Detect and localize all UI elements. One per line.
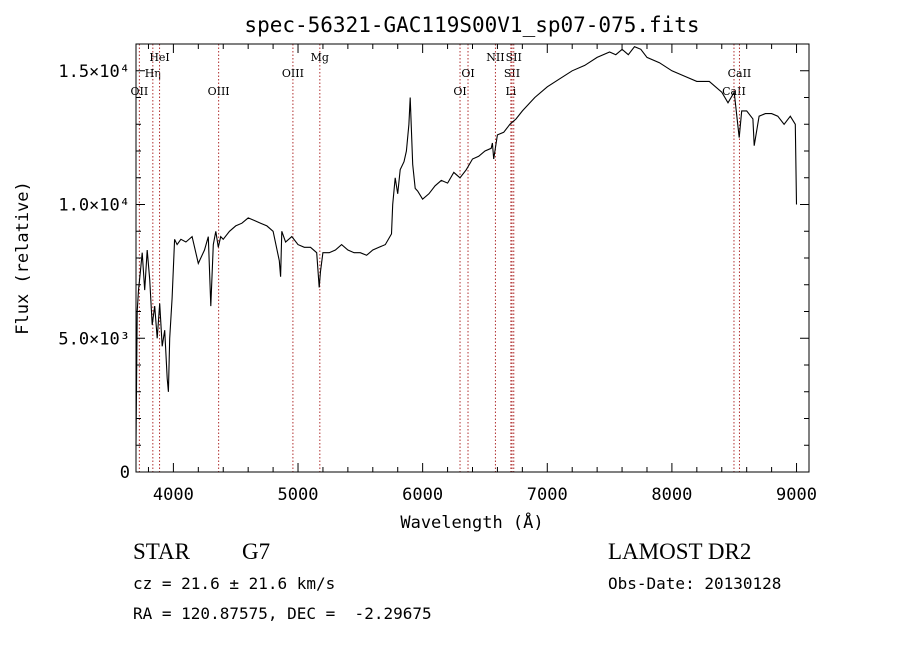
spectral-line-label: OII: [131, 85, 149, 98]
object-subclass: G7: [242, 539, 271, 564]
spectral-line-label: Mg: [311, 51, 329, 64]
plot-frame: [135, 43, 810, 473]
spectral-line-label: OI: [461, 67, 474, 80]
axis-ticks: 4000 5000 6000 7000 8000 9000 0 5.0×10³ 1.0×10⁴ 1…: [58, 44, 817, 505]
survey-name: LAMOST DR2: [608, 539, 752, 564]
spectral-line-label: OI: [453, 85, 466, 98]
object-class: STAR: [133, 539, 190, 564]
spectral-line-label: HeI: [149, 51, 169, 64]
spectral-line-label: SII: [506, 51, 522, 64]
x-tick-label: 8000: [651, 485, 692, 505]
ra-dec: RA = 120.87575, DEC = -2.29675: [133, 604, 432, 623]
spectral-line-label: OIII: [282, 67, 304, 80]
spectral-line-label: Hη: [145, 67, 161, 80]
y-tick-label: 1.5×10⁴: [58, 62, 130, 82]
spectral-line-label: Li: [505, 85, 516, 98]
observation-date: Obs-Date: 20130128: [608, 574, 782, 593]
y-tick-label: 0: [120, 463, 130, 483]
x-tick-label: 6000: [402, 485, 443, 505]
spectral-line-label: NII: [486, 51, 504, 64]
spectral-line-markers: OIIHηHeIOIIIOIIIMgOIOINIILiSIISIICaIICaI…: [131, 44, 752, 472]
chart-title: spec-56321-GAC119S00V1_sp07-075.fits: [244, 13, 699, 37]
y-axis-label: Flux (relative): [13, 181, 33, 335]
x-tick-label: 7000: [527, 485, 568, 505]
spectral-line-label: SII: [504, 67, 520, 80]
spectrum-line: [135, 46, 798, 446]
y-tick-label: 1.0×10⁴: [58, 196, 130, 216]
spectral-line-label: OIII: [208, 85, 230, 98]
x-tick-label: 9000: [776, 485, 817, 505]
x-tick-label: 4000: [153, 485, 194, 505]
spectral-line-label: CaII: [728, 67, 752, 80]
y-tick-label: 5.0×10³: [58, 329, 130, 349]
redshift-cz: cz = 21.6 ± 21.6 km/s: [133, 574, 336, 593]
spectrum-series: [135, 46, 798, 446]
x-axis-label: Wavelength (Å): [400, 511, 543, 533]
x-tick-label: 5000: [278, 485, 319, 505]
